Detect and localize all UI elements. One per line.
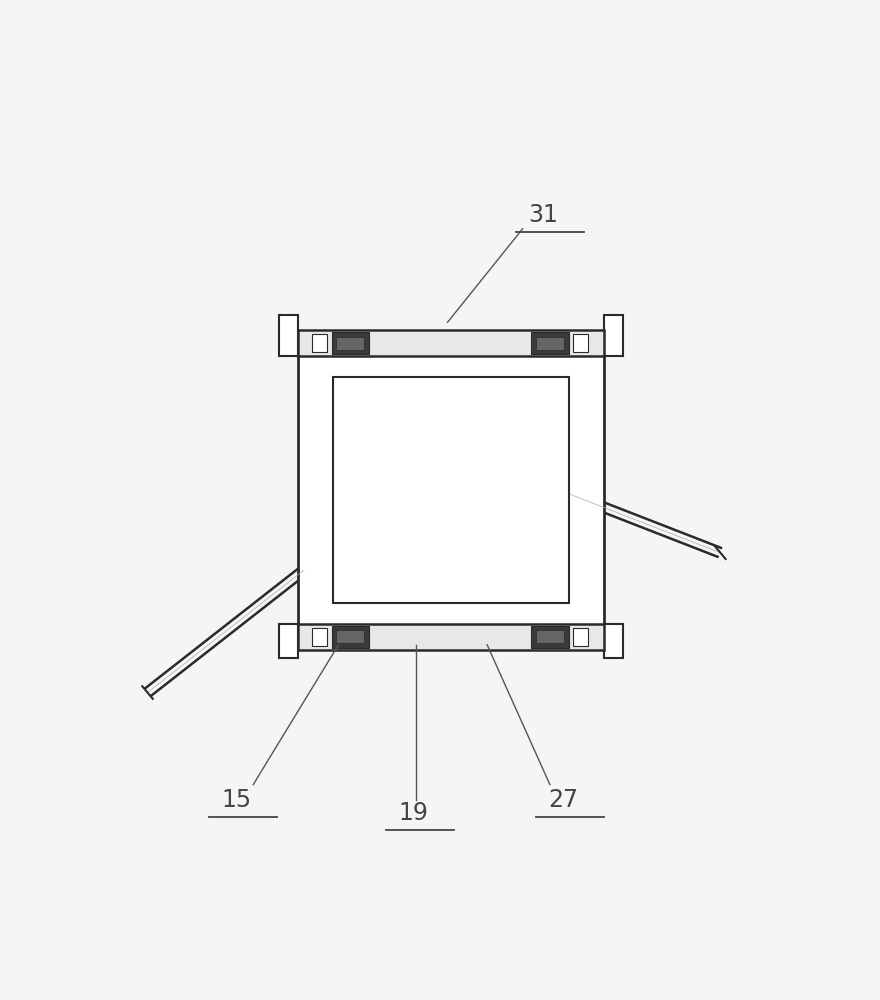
Bar (333, 377, 569, 603)
Bar (297, 624, 605, 650)
Bar (336, 630, 364, 643)
Text: 15: 15 (221, 788, 251, 812)
Bar (536, 337, 564, 350)
Bar (573, 628, 588, 646)
Bar (532, 626, 569, 648)
Bar (312, 334, 326, 352)
Text: 27: 27 (548, 788, 578, 812)
Bar (605, 624, 623, 658)
Bar (536, 630, 564, 643)
Text: 19: 19 (399, 801, 429, 825)
Bar (573, 334, 588, 352)
Bar (605, 315, 623, 356)
Bar (279, 315, 297, 356)
Bar (279, 624, 297, 658)
Bar (336, 337, 364, 350)
Bar (332, 626, 370, 648)
Bar (312, 628, 326, 646)
Bar (332, 332, 370, 354)
Text: 31: 31 (528, 203, 558, 227)
Bar (532, 332, 569, 354)
Bar (297, 341, 605, 638)
Bar (297, 330, 605, 356)
